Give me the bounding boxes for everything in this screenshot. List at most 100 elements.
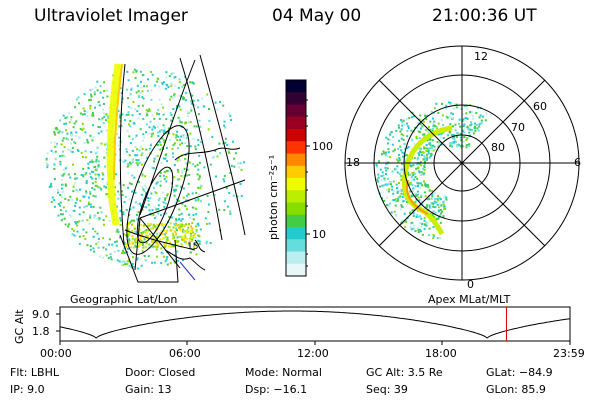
emission-pixel (420, 194, 423, 197)
emission-pixel (186, 208, 188, 211)
emission-pixel (170, 72, 173, 75)
emission-pixel (98, 118, 101, 121)
emission-pixel (165, 180, 168, 183)
emission-pixel (127, 113, 130, 116)
emission-pixel (59, 155, 61, 158)
emission-pixel (134, 136, 137, 139)
emission-pixel (61, 131, 64, 134)
emission-pixel (153, 160, 155, 163)
emission-pixel (72, 185, 75, 188)
emission-pixel (180, 219, 183, 222)
colorbar-tick-10: 10 (312, 228, 326, 241)
emission-pixel (408, 117, 411, 120)
emission-pixel (443, 205, 446, 208)
emission-pixel (189, 216, 191, 219)
emission-pixel (445, 104, 448, 107)
emission-pixel (152, 186, 155, 189)
emission-pixel (425, 147, 427, 150)
emission-pixel (398, 157, 401, 160)
emission-pixel (143, 184, 146, 187)
emission-pixel (82, 127, 85, 130)
emission-pixel (191, 192, 194, 195)
emission-pixel (456, 136, 458, 138)
emission-pixel (130, 246, 133, 249)
emission-pixel (459, 136, 462, 139)
emission-pixel (149, 147, 152, 150)
emission-pixel (175, 239, 178, 242)
emission-pixel (189, 107, 192, 110)
emission-pixel (423, 133, 426, 136)
time-tick-2359: 23:59 (553, 347, 585, 360)
emission-pixel (404, 225, 407, 228)
emission-pixel (197, 139, 200, 142)
emission-pixel (229, 212, 232, 215)
emission-pixel (157, 131, 159, 134)
emission-pixel (167, 127, 170, 130)
emission-pixel (125, 113, 128, 116)
emission-pixel (69, 149, 72, 152)
emission-pixel (399, 195, 402, 198)
emission-pixel (423, 191, 426, 194)
emission-pixel (126, 232, 129, 235)
emission-pixel (101, 117, 104, 120)
colorbar-tick-100: 100 (312, 140, 333, 153)
emission-pixel (181, 238, 184, 241)
emission-pixel (156, 224, 159, 227)
emission-pixel (197, 186, 200, 189)
emission-pixel (400, 119, 402, 121)
emission-pixel (185, 199, 188, 202)
emission-pixel (129, 161, 131, 164)
emission-pixel (470, 130, 473, 133)
emission-pixel (162, 226, 165, 229)
emission-pixel (227, 150, 230, 153)
emission-pixel (435, 201, 438, 204)
emission-pixel (71, 146, 74, 149)
emission-pixel (66, 148, 69, 151)
orbit-track (179, 261, 196, 281)
emission-pixel (423, 180, 425, 183)
emission-pixel (54, 133, 57, 136)
emission-pixel (407, 146, 410, 148)
emission-pixel (412, 214, 415, 217)
emission-pixel (118, 136, 121, 139)
emission-pixel (417, 228, 420, 231)
emission-pixel (403, 143, 406, 145)
emission-pixel (132, 206, 135, 209)
emission-pixel (450, 142, 453, 145)
emission-pixel (170, 182, 173, 185)
emission-pixel (177, 199, 180, 202)
emission-pixel (480, 119, 483, 122)
emission-pixel (128, 154, 131, 157)
emission-pixel (96, 89, 99, 92)
emission-pixel (425, 150, 428, 153)
aurora-emission-polar (375, 101, 488, 239)
emission-pixel (428, 126, 430, 129)
emission-pixel (146, 237, 149, 240)
emission-pixel (74, 177, 77, 180)
emission-pixel (134, 76, 137, 79)
emission-pixel (46, 164, 49, 166)
emission-pixel (132, 241, 135, 244)
emission-pixel (440, 212, 442, 215)
emission-pixel (162, 124, 165, 127)
emission-pixel (92, 194, 95, 197)
emission-pixel (141, 186, 144, 189)
emission-pixel (68, 121, 71, 124)
emission-pixel (138, 202, 141, 205)
emission-pixel (424, 182, 427, 185)
emission-pixel (139, 237, 142, 240)
emission-pixel (179, 138, 182, 141)
emission-pixel (158, 197, 161, 200)
emission-pixel (147, 197, 149, 199)
date-label: 04 May 00 (272, 6, 362, 26)
emission-pixel (133, 226, 136, 229)
emission-pixel (161, 252, 164, 255)
emission-pixel (478, 123, 481, 126)
emission-pixel (152, 239, 155, 242)
emission-pixel (197, 193, 200, 196)
emission-pixel (139, 243, 142, 246)
emission-pixel (91, 182, 94, 185)
emission-pixel (169, 138, 171, 141)
emission-pixel (164, 246, 166, 249)
emission-pixel (178, 119, 181, 122)
